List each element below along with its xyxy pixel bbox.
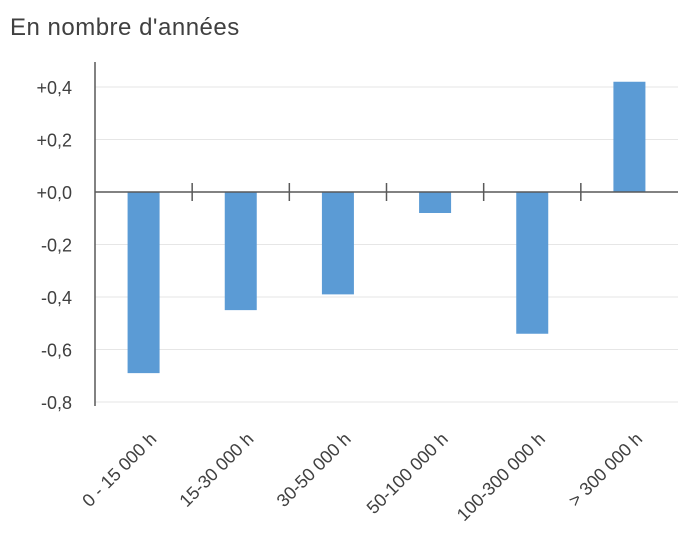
y-tick-label: -0,8	[41, 393, 72, 413]
x-tick-label: > 300 000 h	[565, 429, 647, 511]
y-tick-label: +0,2	[36, 131, 72, 151]
bar	[321, 192, 354, 295]
y-tick-label: +0,0	[36, 183, 72, 203]
bars	[127, 81, 646, 374]
bar	[419, 192, 452, 213]
bar	[127, 192, 160, 374]
axes	[94, 62, 678, 406]
bar	[613, 81, 646, 192]
y-tick-label: -0,6	[41, 341, 72, 361]
y-tick-label: -0,4	[41, 288, 72, 308]
x-tick-label: 30-50 000 h	[273, 429, 355, 511]
gridlines	[95, 86, 678, 403]
x-tick-label: 50-100 000 h	[363, 429, 452, 518]
y-tick-labels: +0,4 +0,2 +0,0 -0,2 -0,4 -0,6 -0,8	[36, 78, 72, 413]
x-tick-labels: 0 - 15 000 h 15-30 000 h 30-50 000 h 50-100…	[78, 429, 646, 525]
x-tick-label: 100-300 000 h	[453, 429, 549, 525]
x-tick-label: 0 - 15 000 h	[78, 429, 160, 511]
y-tick-label: +0,4	[36, 78, 72, 98]
x-tick-label: 15-30 000 h	[175, 429, 257, 511]
bar	[516, 192, 549, 334]
y-tick-label: -0,2	[41, 236, 72, 256]
bar	[224, 192, 257, 311]
chart-title: En nombre d'années	[10, 14, 240, 41]
